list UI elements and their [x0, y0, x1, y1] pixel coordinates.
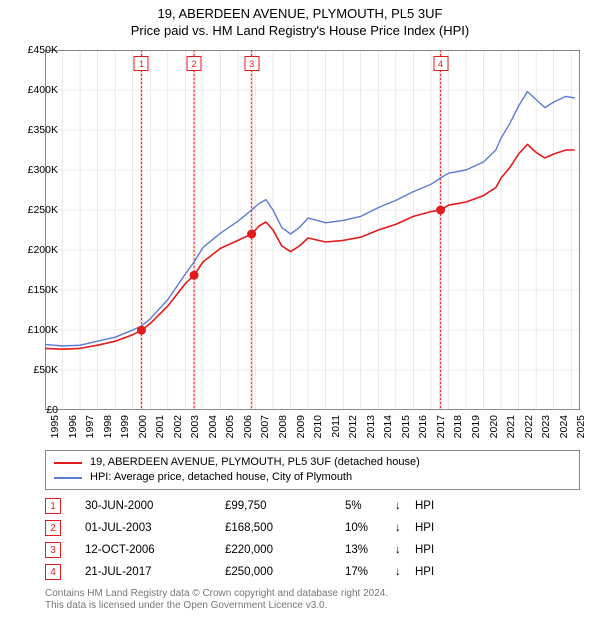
transaction-price: £250,000 [225, 566, 345, 578]
x-tick-label: 2011 [330, 415, 342, 438]
transaction-price: £220,000 [225, 544, 345, 556]
x-tick-label: 2009 [295, 415, 307, 438]
transaction-date: 01-JUL-2003 [85, 522, 225, 534]
legend-label: HPI: Average price, detached house, City… [90, 470, 352, 485]
x-tick-label: 2010 [312, 415, 324, 438]
transaction-marker: 4 [433, 56, 448, 71]
x-tick-label: 2015 [400, 415, 412, 438]
transaction-pct: 13% [345, 544, 395, 556]
x-tick-label: 2021 [505, 415, 517, 438]
y-tick-label: £450K [28, 44, 58, 56]
x-tick-label: 2025 [575, 415, 587, 438]
footer-line-2: This data is licensed under the Open Gov… [45, 600, 580, 612]
x-tick-label: 2022 [523, 415, 535, 438]
x-tick-label: 2007 [259, 415, 271, 438]
y-tick-label: £350K [28, 124, 58, 136]
transaction-price: £99,750 [225, 500, 345, 512]
transaction-row: 3 12-OCT-2006£220,00013%↓HPI [45, 539, 580, 561]
x-tick-label: 1995 [49, 415, 61, 438]
transaction-hpi-label: HPI [415, 522, 455, 534]
transaction-table: 130-JUN-2000£99,7505%↓HPI201-JUL-2003£16… [45, 495, 580, 583]
y-tick-label: £200K [28, 244, 58, 256]
transaction-row: 2 01-JUL-2003£168,50010%↓HPI [45, 517, 580, 539]
down-arrow-icon: ↓ [395, 522, 415, 534]
x-tick-label: 2003 [189, 415, 201, 438]
chart-svg [45, 50, 580, 410]
x-tick-label: 2019 [470, 415, 482, 438]
transaction-date: 21-JUL-2017 [85, 566, 225, 578]
legend: 19, ABERDEEN AVENUE, PLYMOUTH, PL5 3UF (… [45, 450, 580, 490]
transaction-marker: 1 [134, 56, 149, 71]
transaction-pct: 17% [345, 566, 395, 578]
x-tick-label: 2018 [452, 415, 464, 438]
x-tick-label: 2012 [347, 415, 359, 438]
transaction-row: 1 30-JUN-2000£99,7505%↓HPI [45, 495, 580, 517]
transaction-date: 12-OCT-2006 [85, 544, 225, 556]
x-tick-label: 2020 [488, 415, 500, 438]
x-tick-label: 2014 [382, 415, 394, 438]
x-tick-label: 2004 [207, 415, 219, 438]
y-tick-label: £50K [33, 364, 58, 376]
footer-line-1: Contains HM Land Registry data © Crown c… [45, 588, 580, 600]
y-tick-label: £400K [28, 84, 58, 96]
x-tick-label: 2008 [277, 415, 289, 438]
transaction-marker: 2 [187, 56, 202, 71]
x-tick-label: 2016 [417, 415, 429, 438]
chart: 1 2 3 4 [45, 50, 580, 410]
title-line-1: 19, ABERDEEN AVENUE, PLYMOUTH, PL5 3UF [0, 0, 600, 21]
transaction-pct: 10% [345, 522, 395, 534]
x-tick-label: 2023 [540, 415, 552, 438]
transaction-hpi-label: HPI [415, 544, 455, 556]
transaction-marker-ref: 4 [45, 564, 61, 580]
transaction-marker-ref: 2 [45, 520, 61, 536]
transaction-marker-ref: 3 [45, 542, 61, 558]
transaction-marker-ref: 1 [45, 498, 61, 514]
x-tick-label: 2013 [365, 415, 377, 438]
transaction-pct: 5% [345, 500, 395, 512]
transaction-marker: 3 [244, 56, 259, 71]
x-tick-label: 2024 [558, 415, 570, 438]
legend-swatch [54, 462, 82, 464]
down-arrow-icon: ↓ [395, 566, 415, 578]
y-tick-label: £300K [28, 164, 58, 176]
x-tick-label: 1999 [119, 415, 131, 438]
down-arrow-icon: ↓ [395, 544, 415, 556]
x-tick-label: 2017 [435, 415, 447, 438]
legend-item: 19, ABERDEEN AVENUE, PLYMOUTH, PL5 3UF (… [54, 455, 571, 470]
legend-item: HPI: Average price, detached house, City… [54, 470, 571, 485]
y-tick-label: £150K [28, 284, 58, 296]
transaction-row: 4 21-JUL-2017£250,00017%↓HPI [45, 561, 580, 583]
transaction-hpi-label: HPI [415, 566, 455, 578]
x-tick-label: 2000 [137, 415, 149, 438]
footer: Contains HM Land Registry data © Crown c… [45, 588, 580, 612]
x-tick-label: 1997 [84, 415, 96, 438]
x-tick-label: 1998 [102, 415, 114, 438]
transaction-price: £168,500 [225, 522, 345, 534]
down-arrow-icon: ↓ [395, 500, 415, 512]
x-tick-label: 2002 [172, 415, 184, 438]
x-tick-label: 2001 [154, 415, 166, 438]
title-line-2: Price paid vs. HM Land Registry's House … [0, 21, 600, 38]
x-tick-label: 2006 [242, 415, 254, 438]
y-tick-label: £250K [28, 204, 58, 216]
legend-label: 19, ABERDEEN AVENUE, PLYMOUTH, PL5 3UF (… [90, 455, 420, 470]
y-tick-label: £100K [28, 324, 58, 336]
x-tick-label: 2005 [224, 415, 236, 438]
transaction-date: 30-JUN-2000 [85, 500, 225, 512]
transaction-hpi-label: HPI [415, 500, 455, 512]
legend-swatch [54, 477, 82, 479]
figure: 19, ABERDEEN AVENUE, PLYMOUTH, PL5 3UF P… [0, 0, 600, 620]
x-tick-label: 1996 [67, 415, 79, 438]
